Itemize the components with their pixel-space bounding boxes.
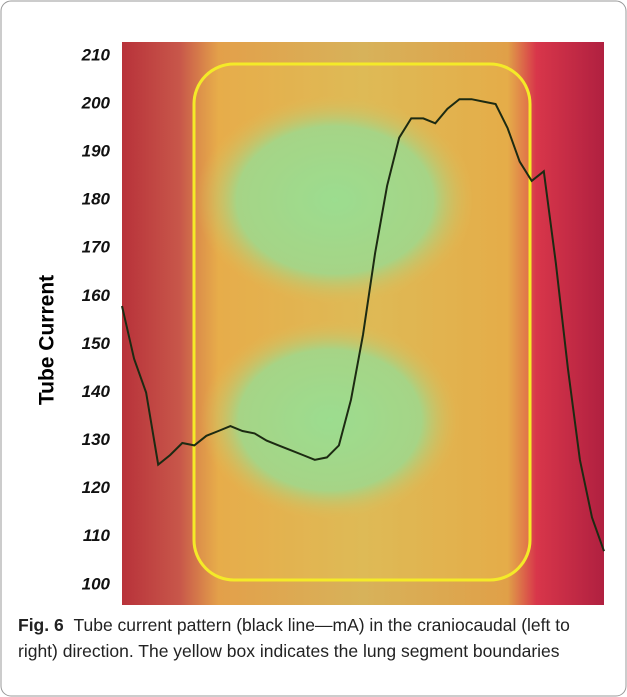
y-tick-label: 110	[83, 526, 111, 545]
y-axis-label: Tube Current	[36, 275, 59, 405]
caption-label: Fig. 6	[18, 615, 64, 635]
y-tick-label: 130	[82, 430, 111, 449]
tube-current-line	[121, 98, 605, 552]
caption-text: Tube current pattern (black line—mA) in …	[18, 615, 570, 661]
y-tick-label: 160	[82, 286, 111, 305]
y-tick-label: 190	[82, 142, 111, 161]
y-tick-label: 200	[81, 94, 111, 113]
y-tick-label: 100	[82, 574, 111, 593]
y-tick-label: 140	[82, 382, 111, 401]
y-tick-label: 210	[81, 45, 111, 64]
y-tick-label: 180	[82, 190, 111, 209]
y-tick-label: 170	[82, 238, 111, 257]
caption: Fig. 6 Tube current pattern (black line—…	[18, 612, 608, 664]
lung-box	[192, 62, 532, 582]
lung-lower	[200, 320, 460, 520]
y-tick-label: 150	[82, 334, 111, 353]
lung-upper	[195, 95, 475, 305]
y-tick-label: 120	[82, 478, 111, 497]
